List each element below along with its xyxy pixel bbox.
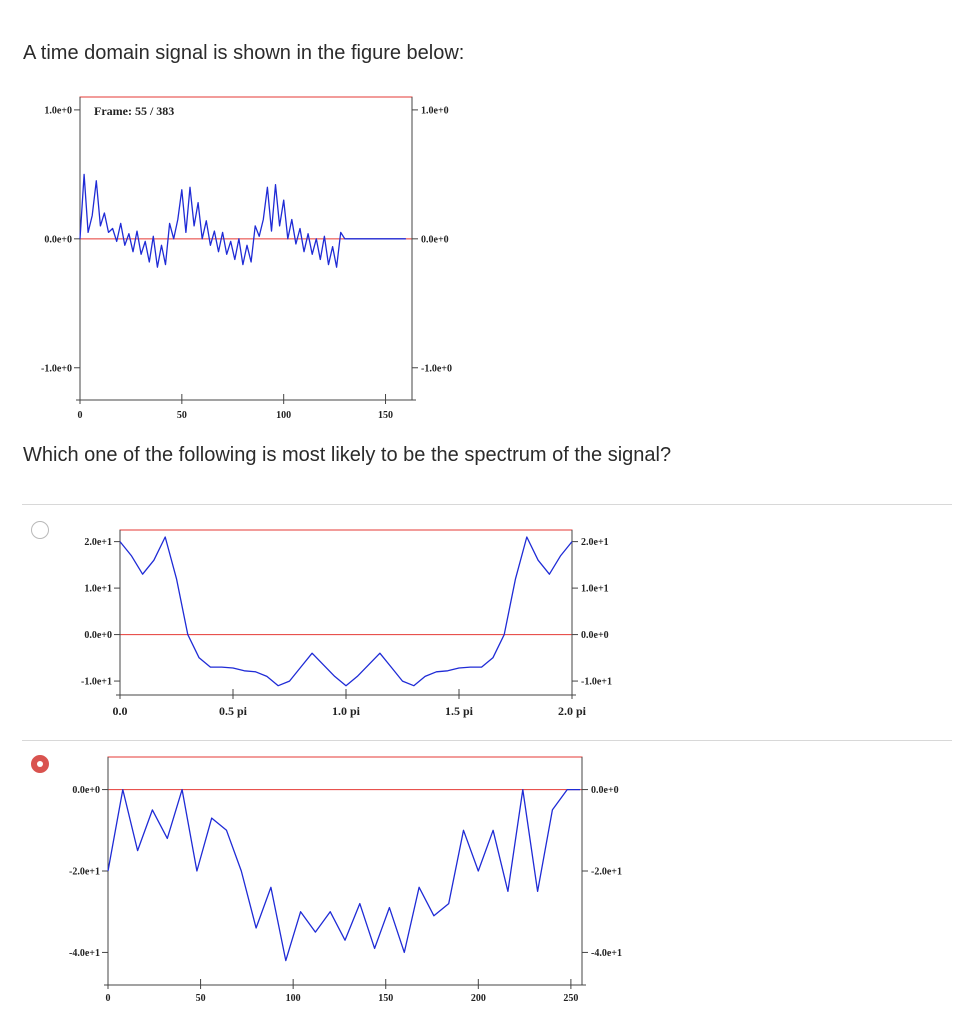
signal-line	[119, 536, 573, 687]
time-domain-chart: 1.0e+0 1.0e+0 0.0e+0 0.0e+0 -1.0e+0 -1.0e+0 0 5…	[41, 96, 452, 421]
y-tick-label-right: 1.0e+0	[421, 105, 449, 116]
x-tick-label: 250	[563, 993, 578, 1004]
divider-top	[22, 504, 952, 505]
y-tick-label-right: -2.0e+1	[591, 867, 622, 878]
x-tick-label: 150	[378, 993, 393, 1004]
y-tick-label-left: -4.0e+1	[69, 948, 100, 959]
y-tick-label-left: -1.0e+1	[81, 677, 112, 688]
y-tick-label-right: -1.0e+0	[421, 363, 452, 374]
question-followup: Which one of the following is most likel…	[23, 444, 672, 466]
signal-line	[79, 173, 406, 268]
x-tick-label: 0.5 pi	[219, 704, 248, 718]
x-tick-label: 150	[378, 410, 393, 421]
x-tick-label: 50	[177, 410, 187, 421]
y-tick-label-right: 0.0e+0	[581, 630, 609, 641]
plot-frame	[119, 529, 573, 696]
option-a-spectrum-chart[interactable]: 2.0e+1 2.0e+1 1.0e+1 1.0e+1 0.0e+0 0.0e+0 -1.0…	[0, 520, 660, 730]
y-tick-label-left: 2.0e+1	[84, 537, 112, 548]
x-tick-label: 200	[471, 993, 486, 1004]
x-tick-label: 0	[106, 993, 111, 1004]
y-tick-label-left: 0.0e+0	[44, 234, 72, 245]
y-tick-label-left: 0.0e+0	[72, 785, 100, 796]
x-tick-label: 0	[78, 410, 83, 421]
y-tick-label-right: -1.0e+1	[581, 677, 612, 688]
option-b-radio[interactable]	[31, 755, 49, 773]
x-tick-label: 100	[276, 410, 291, 421]
y-tick-label-left: -1.0e+0	[41, 363, 72, 374]
y-tick-label-right: 0.0e+0	[591, 785, 619, 796]
y-tick-label-right: 2.0e+1	[581, 537, 609, 548]
y-tick-label-right: 1.0e+1	[581, 584, 609, 595]
x-tick-label: 50	[196, 993, 206, 1004]
x-tick-label: 1.0 pi	[332, 704, 361, 718]
x-tick-label: 100	[286, 993, 301, 1004]
question-prompt: A time domain signal is shown in the fig…	[23, 42, 465, 64]
option-a-radio[interactable]	[31, 521, 49, 539]
x-tick-label: 2.0 pi	[558, 704, 587, 718]
y-tick-label-right: 0.0e+0	[421, 234, 449, 245]
signal-line	[107, 788, 581, 962]
y-tick-label-left: 1.0e+1	[84, 584, 112, 595]
frame-label: Frame: 55 / 383	[94, 104, 174, 118]
x-tick-label: 0.0	[113, 704, 128, 718]
y-tick-label-right: -4.0e+1	[591, 948, 622, 959]
y-tick-label-left: 0.0e+0	[84, 630, 112, 641]
option-b-spectrum-chart[interactable]: 0.0e+0 0.0e+0 -2.0e+1 -2.0e+1 -4.0e+1 -4.0e+1…	[0, 750, 670, 1020]
y-tick-label-left: -2.0e+1	[69, 867, 100, 878]
y-tick-label-left: 1.0e+0	[44, 105, 72, 116]
x-tick-label: 1.5 pi	[445, 704, 474, 718]
divider-middle	[22, 740, 952, 741]
